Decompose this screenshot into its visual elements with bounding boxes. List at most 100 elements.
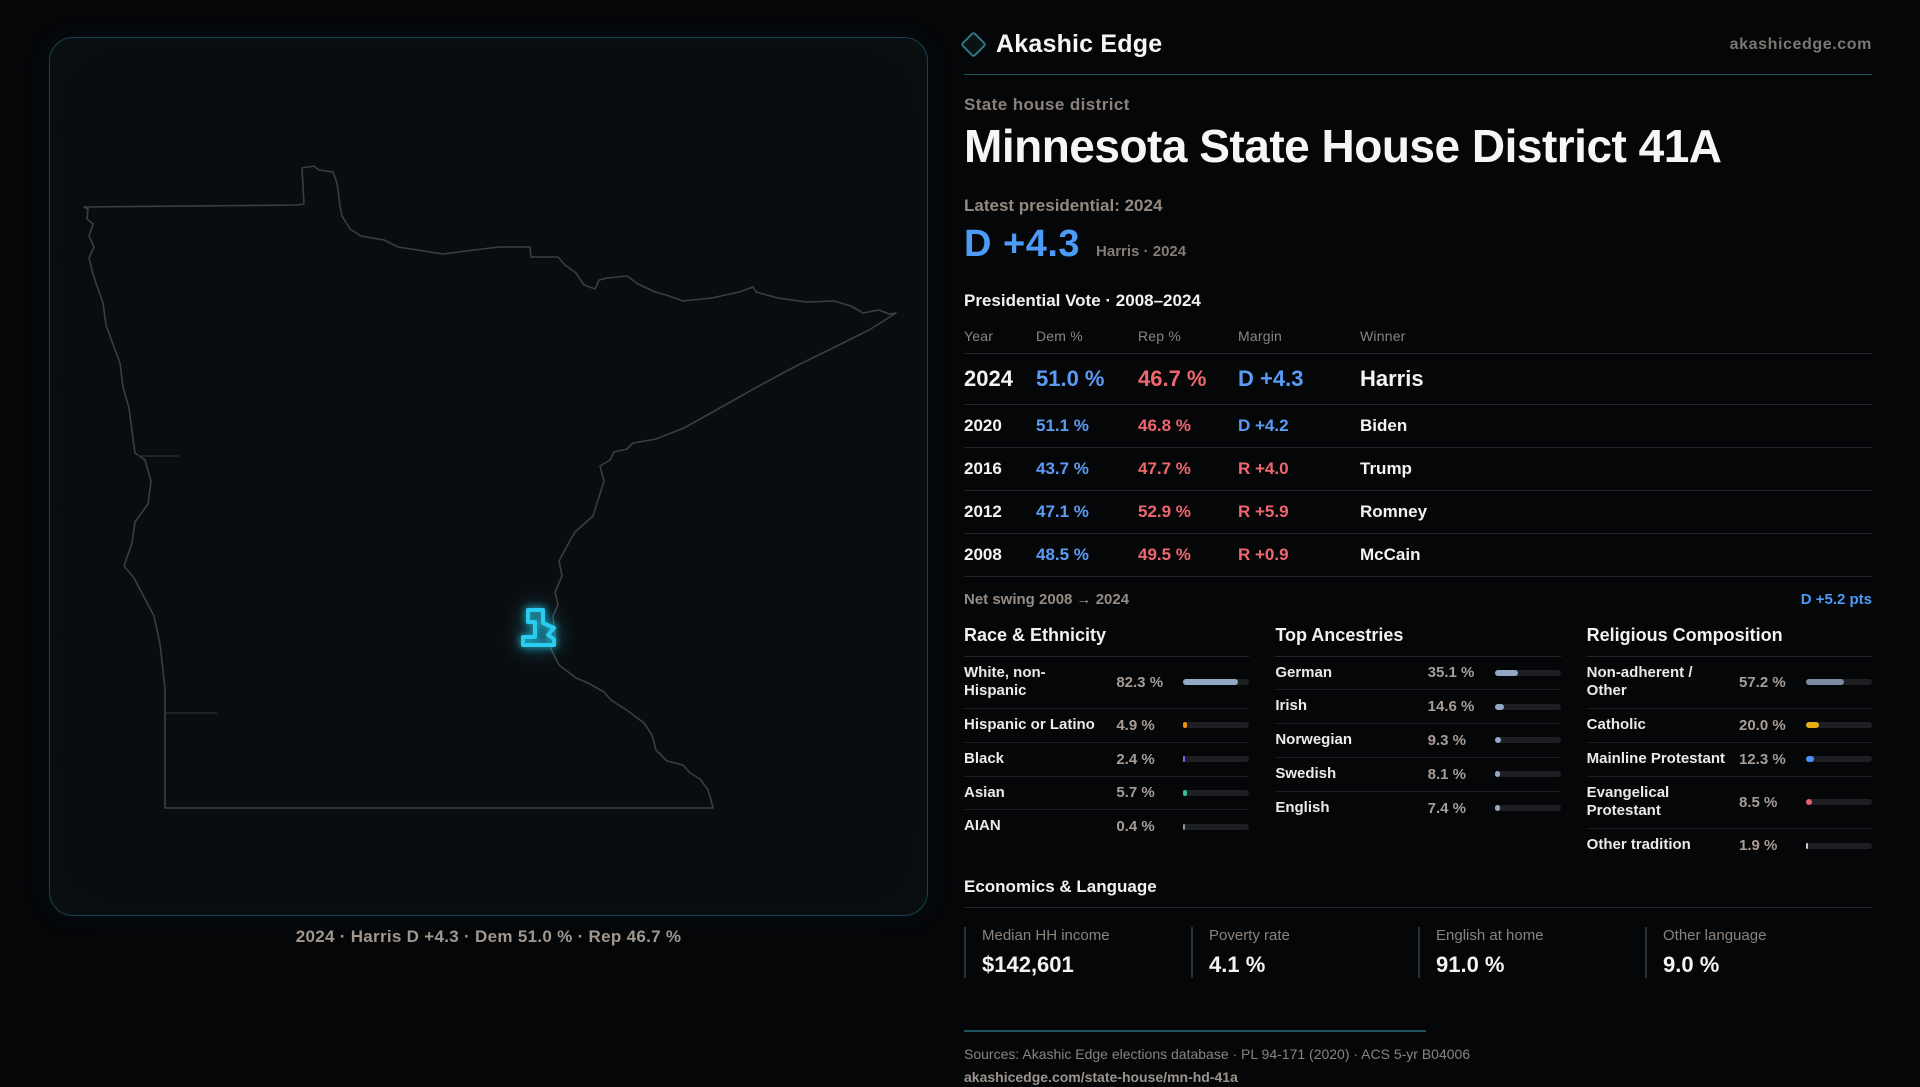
cell-winner: Trump <box>1360 458 1412 478</box>
page-url-link[interactable]: akashicedge.com/state-house/mn-hd-41a <box>964 1069 1238 1086</box>
presidential-vote-table: Year Dem % Rep % Margin Winner 2024 51.0… <box>964 320 1872 577</box>
detail-pane: Akashic Edge akashicedge.com State house… <box>960 30 1872 1087</box>
stat-bar <box>1494 703 1561 710</box>
table-row: 2020 51.1 % 46.8 % D +4.2 Biden <box>964 405 1872 448</box>
cell-year: 2020 <box>964 415 1002 435</box>
cell-dem-pct: 51.1 % <box>1036 415 1089 435</box>
col-dem: Dem % <box>1036 327 1083 344</box>
cell-margin: R +4.0 <box>1238 458 1289 478</box>
cell-year: 2016 <box>964 458 1002 478</box>
table-row: 2024 51.0 % 46.7 % D +4.3 Harris <box>964 354 1872 405</box>
col-rep: Rep % <box>1138 327 1182 344</box>
list-item: Evangelical Protestant 8.5 % <box>1586 777 1872 830</box>
brand-header: Akashic Edge akashicedge.com <box>960 30 1872 75</box>
stat-other-language: Other language 9.0 % <box>1645 927 1872 979</box>
list-item: AIAN 0.4 % <box>964 810 1250 843</box>
col-winner: Winner <box>1360 327 1406 344</box>
footer-divider <box>964 1030 1426 1033</box>
cell-dem-pct: 51.0 % <box>1036 365 1105 391</box>
col-year: Year <box>964 327 994 344</box>
vote-table-title: Presidential Vote · 2008–2024 <box>964 290 1201 310</box>
cell-rep-pct: 47.7 % <box>1138 458 1191 478</box>
table-row: 2016 43.7 % 47.7 % R +4.0 Trump <box>964 448 1872 491</box>
col-margin: Margin <box>1238 327 1282 344</box>
list-item: Swedish 8.1 % <box>1275 758 1561 792</box>
stat-poverty-rate: Poverty rate 4.1 % <box>1191 927 1418 979</box>
demographics-columns: Race & Ethnicity White, non-Hispanic 82.… <box>964 625 1872 863</box>
map-caption: 2024 · Harris D +4.3 · Dem 51.0 % · Rep … <box>295 927 682 946</box>
list-item: Hispanic or Latino 4.9 % <box>964 709 1250 743</box>
cell-year: 2012 <box>964 501 1002 521</box>
stat-bar <box>1183 679 1250 686</box>
stat-bar <box>1806 722 1872 729</box>
stat-bar <box>1183 823 1250 830</box>
cell-margin: D +4.3 <box>1238 365 1304 391</box>
minnesota-map <box>83 165 897 809</box>
district-41a-shape[interactable] <box>521 608 556 647</box>
list-item: German 35.1 % <box>1275 657 1561 691</box>
stat-bar <box>1494 669 1561 676</box>
cell-margin: R +0.9 <box>1238 544 1289 564</box>
list-item: Irish 14.6 % <box>1275 690 1561 725</box>
stat-bar <box>1494 805 1561 812</box>
cell-rep-pct: 46.7 % <box>1138 365 1207 391</box>
table-row: 2012 47.1 % 52.9 % R +5.9 Romney <box>964 491 1872 534</box>
cell-margin: R +5.9 <box>1238 501 1289 521</box>
list-item: Norwegian 9.3 % <box>1275 724 1561 758</box>
table-row: 2008 48.5 % 49.5 % R +0.9 McCain <box>964 534 1872 577</box>
sources-text: Sources: Akashic Edge elections database… <box>964 1046 1471 1063</box>
list-item: Mainline Protestant 12.3 % <box>1586 743 1872 777</box>
stat-bar <box>1806 756 1872 763</box>
brand-diamond-icon <box>960 31 987 58</box>
net-swing-value: D +5.2 pts <box>1800 590 1872 608</box>
list-item: Non-adherent / Other 57.2 % <box>1586 657 1872 710</box>
economics-section: Economics & Language Median HH income $1… <box>964 877 1872 979</box>
cell-winner: McCain <box>1360 544 1421 564</box>
stat-bar <box>1183 756 1250 763</box>
net-swing-label: Net swing 2008 → 2024 <box>964 590 1130 608</box>
stat-bar <box>1183 722 1250 729</box>
stat-median-income: Median HH income $142,601 <box>964 927 1191 979</box>
brand-logo-group: Akashic Edge <box>960 30 1163 59</box>
table-header-row: Year Dem % Rep % Margin Winner <box>964 320 1872 354</box>
stat-bar <box>1806 799 1872 806</box>
stat-bar <box>1494 771 1561 778</box>
cell-rep-pct: 46.8 % <box>1138 415 1191 435</box>
brand-domain-link[interactable]: akashicedge.com <box>1729 35 1872 53</box>
ancestries-section: Top Ancestries German 35.1 % Irish 14.6 … <box>1275 625 1561 863</box>
list-item: Other tradition 1.9 % <box>1587 829 1872 862</box>
headline-margin-row: D +4.3 Harris · 2024 <box>964 223 1872 266</box>
cell-winner: Romney <box>1360 501 1428 521</box>
list-item: Catholic 20.0 % <box>1586 709 1872 743</box>
cell-year: 2024 <box>964 365 1013 391</box>
section-title: Race & Ethnicity <box>964 625 1250 657</box>
section-title: Religious Composition <box>1586 625 1872 657</box>
cell-winner: Biden <box>1360 415 1408 435</box>
list-item: Asian 5.7 % <box>964 777 1250 811</box>
stat-bar <box>1806 842 1872 849</box>
cell-winner: Harris <box>1360 365 1424 391</box>
brand-name: Akashic Edge <box>996 30 1163 58</box>
cell-dem-pct: 47.1 % <box>1036 501 1089 521</box>
race-section: Race & Ethnicity White, non-Hispanic 82.… <box>964 625 1250 863</box>
cell-rep-pct: 52.9 % <box>1138 501 1191 521</box>
headline-margin-context: Harris · 2024 <box>1096 242 1187 260</box>
cell-dem-pct: 48.5 % <box>1036 544 1089 564</box>
district-kicker: State house district <box>964 95 1130 114</box>
district-map-panel <box>49 37 928 916</box>
cell-year: 2008 <box>964 544 1002 564</box>
stat-bar <box>1494 737 1561 744</box>
religion-section: Religious Composition Non-adherent / Oth… <box>1586 625 1872 863</box>
list-item: White, non-Hispanic 82.3 % <box>964 657 1250 710</box>
stat-bar <box>1183 789 1250 796</box>
cell-dem-pct: 43.7 % <box>1036 458 1089 478</box>
latest-presidential-label: Latest presidential: 2024 <box>964 195 1163 215</box>
economics-title: Economics & Language <box>964 877 1872 909</box>
footer: Sources: Akashic Edge elections database… <box>964 1030 1872 1087</box>
minnesota-outline <box>83 165 897 809</box>
headline-margin-value: D +4.3 <box>964 222 1081 265</box>
stat-bar <box>1806 679 1872 686</box>
cell-rep-pct: 49.5 % <box>1138 544 1191 564</box>
cell-margin: D +4.2 <box>1238 415 1289 435</box>
list-item: English 7.4 % <box>1275 792 1561 825</box>
